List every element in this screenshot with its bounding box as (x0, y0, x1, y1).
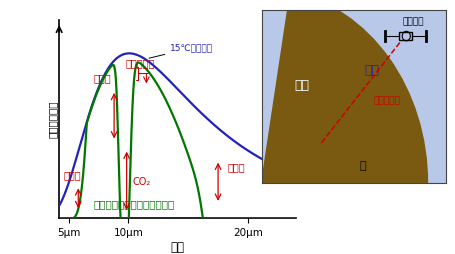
Text: フロン吸収: フロン吸収 (126, 58, 155, 68)
Text: 赤外探知機: 赤外探知機 (374, 96, 400, 105)
Text: オゾン: オゾン (93, 73, 111, 83)
Text: 人工衛星: 人工衛星 (402, 17, 424, 26)
Text: CO₂: CO₂ (132, 177, 150, 187)
X-axis label: 波長: 波長 (171, 241, 184, 254)
Text: 人工衛星でとった各波長強度: 人工衛星でとった各波長強度 (94, 199, 175, 209)
Y-axis label: 各波長の強度: 各波長の強度 (48, 101, 58, 138)
Text: 水蒸気: 水蒸気 (228, 162, 245, 172)
Text: 地球: 地球 (295, 79, 310, 92)
Text: 大気: 大気 (365, 64, 379, 77)
Text: 夜: 夜 (359, 161, 366, 171)
Text: メタン: メタン (64, 170, 81, 180)
Text: 15℃の熱放射: 15℃の熱放射 (149, 43, 213, 58)
Wedge shape (262, 0, 427, 183)
